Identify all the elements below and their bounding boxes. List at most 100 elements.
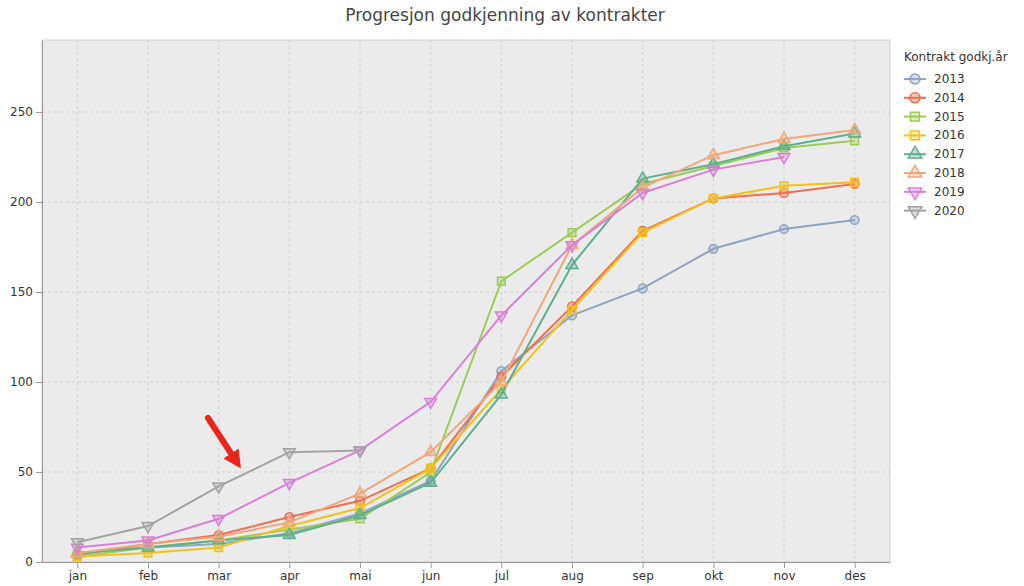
legend-label: 2019 [934, 185, 965, 199]
series-area [71, 123, 860, 560]
chart-title: Progresjon godkjenning av kontrakter [345, 5, 665, 25]
series-marker [568, 306, 576, 314]
legend-marker [910, 93, 920, 103]
y-tick-mark [36, 112, 42, 113]
grid-line-x [501, 40, 502, 562]
y-axis: 0 50 100 150 200 250 [10, 41, 42, 570]
legend-marker [908, 188, 922, 200]
legend-label: 2013 [934, 72, 965, 86]
chart: Progresjon godkjenning av kontrakter 0 50 1… [0, 0, 1024, 586]
legend-item: 2016 [904, 128, 965, 142]
x-tick: jul [494, 562, 509, 583]
series-marker [707, 166, 719, 176]
legend-marker [908, 207, 922, 219]
x-tick-label: apr [280, 569, 300, 583]
y-tick-label: 0 [25, 555, 33, 569]
series-marker [354, 508, 366, 518]
legend-item: 2017 [904, 146, 965, 161]
series-marker [709, 244, 718, 253]
legend-label: 2016 [934, 128, 965, 142]
y-tick: 100 [10, 375, 42, 389]
series-marker [849, 123, 861, 133]
grid-line-y [42, 292, 890, 293]
y-tick-mark [36, 202, 42, 203]
legend-label: 2018 [934, 166, 965, 180]
grid-line-x [854, 40, 855, 562]
series [71, 447, 365, 549]
series-marker [495, 388, 507, 398]
series [71, 154, 789, 555]
y-tick-mark [36, 472, 42, 473]
series-marker [142, 523, 154, 533]
y-tick-label: 100 [10, 375, 33, 389]
x-tick-mark [219, 562, 220, 568]
series-marker [495, 375, 507, 385]
series [71, 123, 860, 556]
series [73, 180, 859, 560]
legend-item: 2013 [904, 72, 965, 86]
x-tick: feb [139, 562, 158, 583]
grid-line-y [42, 382, 890, 383]
series-marker [142, 537, 154, 547]
x-tick: des [845, 562, 866, 583]
x-tick-mark [77, 562, 78, 568]
x-tick-label: okt [704, 569, 723, 583]
series-marker [707, 148, 719, 158]
series-marker [283, 516, 295, 526]
x-tick-label: jul [494, 569, 509, 583]
x-tick-mark [501, 562, 502, 568]
series-line [77, 220, 854, 553]
series-marker [283, 449, 295, 459]
grid-line-x [360, 40, 361, 562]
series-marker [283, 528, 295, 538]
x-tick-mark [713, 562, 714, 568]
y-tick-label: 200 [10, 195, 33, 209]
series-line [77, 450, 360, 542]
x-tick-label: nov [773, 569, 795, 583]
series-marker [425, 445, 437, 455]
x-tick: apr [280, 562, 300, 583]
legend-label: 2020 [934, 204, 965, 218]
series-marker [427, 465, 435, 473]
series-marker [71, 539, 83, 549]
y-tick-label: 150 [10, 285, 33, 299]
series-marker [780, 225, 789, 234]
series-marker [354, 487, 366, 497]
legend-marker [910, 74, 920, 84]
legend-marker [908, 165, 922, 177]
series [73, 137, 858, 561]
y-tick: 250 [10, 105, 42, 119]
series [73, 178, 858, 560]
series [73, 216, 859, 558]
legend: Kontrakt godkj.år20132014201520162017201… [904, 50, 1008, 218]
x-tick-label: mai [349, 569, 371, 583]
x-axis: janfebmaraprmaijunjulaugsepoktnovdes [43, 562, 891, 583]
legend-marker [911, 112, 920, 121]
y-tick: 150 [10, 285, 42, 299]
plot: 050100150200250janfebmaraprmaijunjulaugs… [10, 40, 890, 583]
x-tick-label: jan [68, 569, 87, 583]
x-tick: okt [704, 562, 723, 583]
series-marker [639, 229, 647, 237]
legend-item: 2020 [904, 204, 965, 219]
y-tick-mark [36, 292, 42, 293]
grid-line-x [642, 40, 643, 562]
series-line [77, 141, 854, 557]
series-marker [354, 447, 366, 457]
x-tick-mark [572, 562, 573, 568]
y-tick-label: 50 [18, 465, 33, 479]
x-tick-mark [360, 562, 361, 568]
grid [42, 40, 890, 562]
series-line [77, 130, 854, 553]
grid-line-y [42, 202, 890, 203]
x-tick-mark [431, 562, 432, 568]
x-tick-mark [784, 562, 785, 568]
x-tick: jan [68, 562, 87, 583]
series [71, 127, 860, 557]
grid-line-y [42, 472, 890, 473]
series-marker [213, 515, 225, 525]
y-tick-mark [36, 382, 42, 383]
grid-line-x [77, 40, 78, 562]
series-marker [638, 284, 647, 293]
series-marker [215, 544, 223, 552]
